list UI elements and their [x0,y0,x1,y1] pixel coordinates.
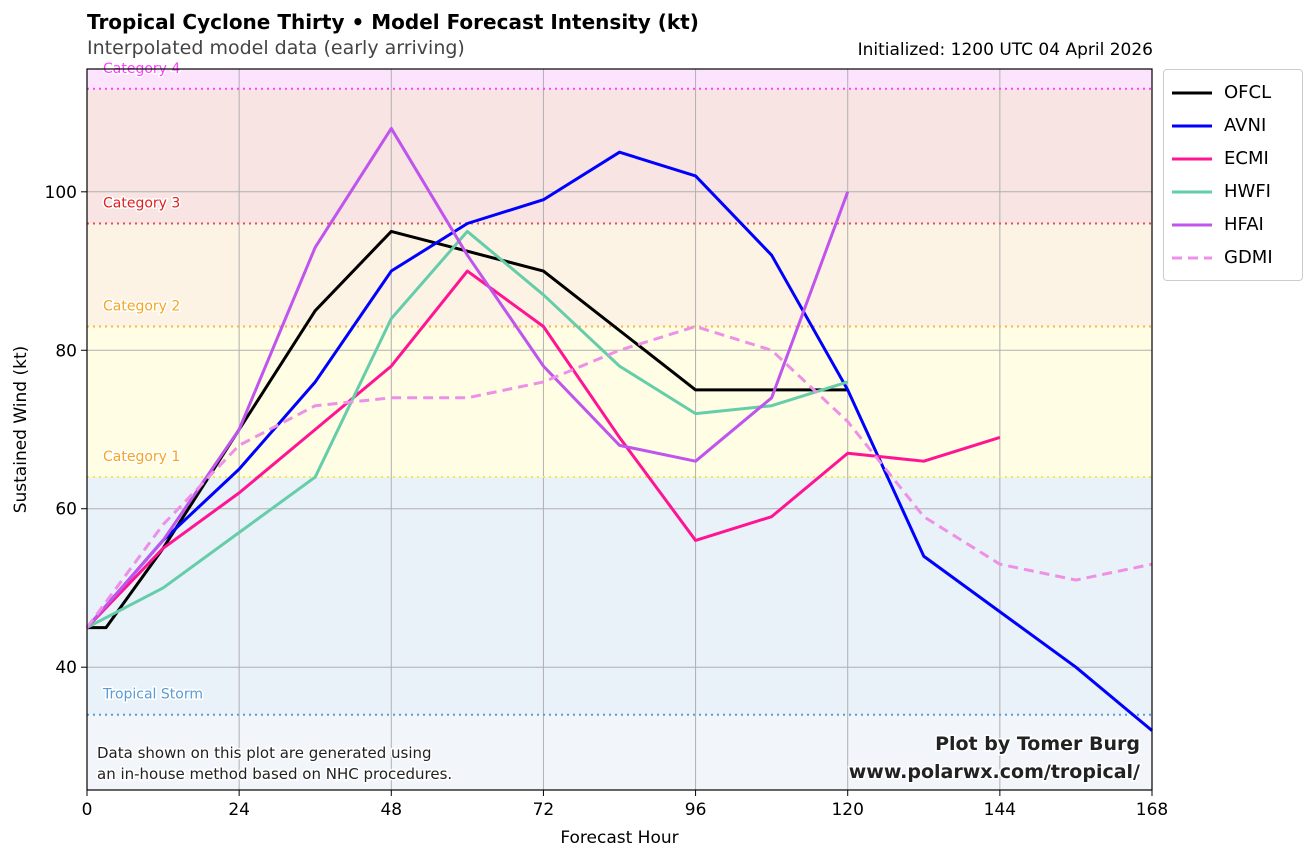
legend-swatch [1172,124,1212,127]
series-line-ofcl [87,229,848,630]
x-tick-label: 120 [831,800,863,820]
y-tick-label: 60 [55,500,77,520]
band-category-4 [87,69,1152,89]
band-category-2 [87,223,1152,327]
legend-swatch [1172,91,1212,94]
legend-label: OFCL [1224,82,1272,103]
threshold-label: Tropical Storm [102,687,203,703]
threshold-label: Category 2 [103,299,180,315]
threshold-label: Category 1 [103,449,180,465]
legend-item-hfai: HFAI [1172,208,1294,241]
series-line-avni [85,150,1153,732]
legend-label: AVNI [1224,115,1267,136]
x-tick-label: 0 [82,800,93,820]
legend-item-avni: AVNI [1172,109,1294,142]
legend-item-gdmi: GDMI [1172,241,1294,274]
legend-swatch [1172,223,1212,226]
band-tropical-storm [87,477,1152,715]
plot-frame [86,68,1153,791]
initialized-time: Initialized: 1200 UTC 04 April 2026 [857,40,1153,60]
x-tick-label: 168 [1136,800,1168,820]
legend-swatch [1172,256,1212,259]
x-tick-label: 48 [380,800,402,820]
series-line-gdmi [85,325,1153,629]
x-tick-label: 24 [228,800,250,820]
credit-text: Plot by Tomer Burg [935,733,1140,755]
band-category-1 [87,326,1152,478]
legend: OFCL AVNI ECMI HWFI HFAI GDMI [1163,69,1303,281]
legend-item-hwfi: HWFI [1172,175,1294,208]
disclaimer-text: Data shown on this plot are generated us… [97,744,432,762]
x-axis-label: Forecast Hour [560,828,678,848]
threshold-label: Category 3 [103,196,180,212]
chart-subtitle: Interpolated model data (early arriving) [87,37,465,59]
disclaimer-text: an in-house method based on NHC procedur… [97,765,452,783]
legend-label: ECMI [1224,148,1269,169]
legend-item-ofcl: OFCL [1172,76,1294,109]
band-category-3 [87,88,1152,224]
legend-swatch [1172,190,1212,193]
chart-title: Tropical Cyclone Thirty • Model Forecast… [87,10,699,34]
y-tick-label: 80 [55,341,77,361]
y-tick-label: 40 [55,658,77,678]
y-tick-label: 100 [45,183,77,203]
band-below-ts [87,714,1152,790]
legend-label: GDMI [1224,247,1273,268]
x-tick-label: 96 [685,800,707,820]
x-tick-label: 72 [533,800,555,820]
series-line-ecmi [85,269,1001,629]
legend-item-ecmi: ECMI [1172,142,1294,175]
credit-text: www.polarwx.com/tropical/ [849,761,1140,783]
legend-swatch [1172,157,1212,160]
legend-label: HFAI [1224,214,1264,235]
y-axis-label: Sustained Wind (kt) [11,346,31,514]
series-line-hfai [85,126,850,629]
x-tick-label: 144 [984,800,1016,820]
series-line-hwfi [86,229,849,629]
legend-label: HWFI [1224,181,1271,202]
